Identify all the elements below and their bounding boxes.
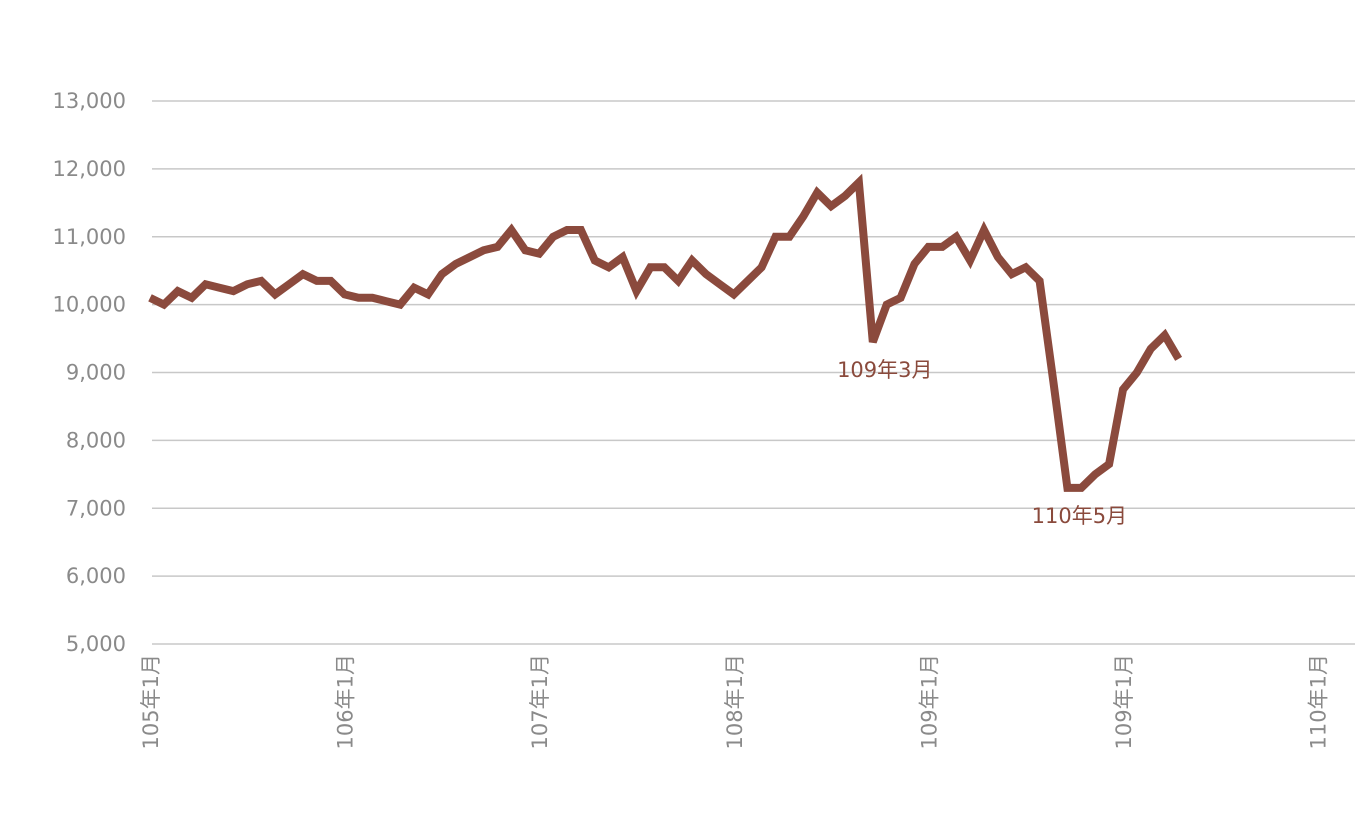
annotations: 109年3月 110年5月: [837, 358, 1127, 528]
x-tick-label: 109年1月: [1112, 654, 1136, 749]
y-tick-label: 5,000: [66, 632, 126, 656]
x-tick-label: 109年1月: [917, 654, 941, 749]
y-tick-label: 11,000: [53, 225, 126, 249]
series-layer: [148, 173, 1183, 492]
y-tick-label: 10,000: [53, 293, 126, 317]
x-tick-label: 110年1月: [1307, 654, 1331, 749]
y-tick-label: 12,000: [53, 157, 126, 181]
x-tick-label: 108年1月: [723, 654, 747, 749]
x-tick-label: 106年1月: [334, 654, 358, 749]
y-tick-label: 6,000: [66, 564, 126, 588]
grid-lines: [152, 100, 1355, 645]
x-tick-label: 105年1月: [139, 654, 163, 749]
y-tick-label: 9,000: [66, 361, 126, 385]
x-axis-ticks: 105年1月 106年1月 107年1月 108年1月 109年1月 109年1月 110年…: [139, 654, 1331, 749]
y-tick-label: 8,000: [66, 428, 126, 452]
annotation-label: 110年5月: [1032, 504, 1127, 528]
y-tick-label: 13,000: [53, 89, 126, 113]
y-axis-ticks: 5,000 6,000 7,000 8,000 9,000 10,000 11,000 12,…: [53, 89, 126, 656]
x-tick-label: 107年1月: [528, 654, 552, 749]
annotation-label: 109年3月: [837, 358, 932, 382]
series-line: [148, 173, 1183, 492]
y-tick-label: 7,000: [66, 496, 126, 520]
